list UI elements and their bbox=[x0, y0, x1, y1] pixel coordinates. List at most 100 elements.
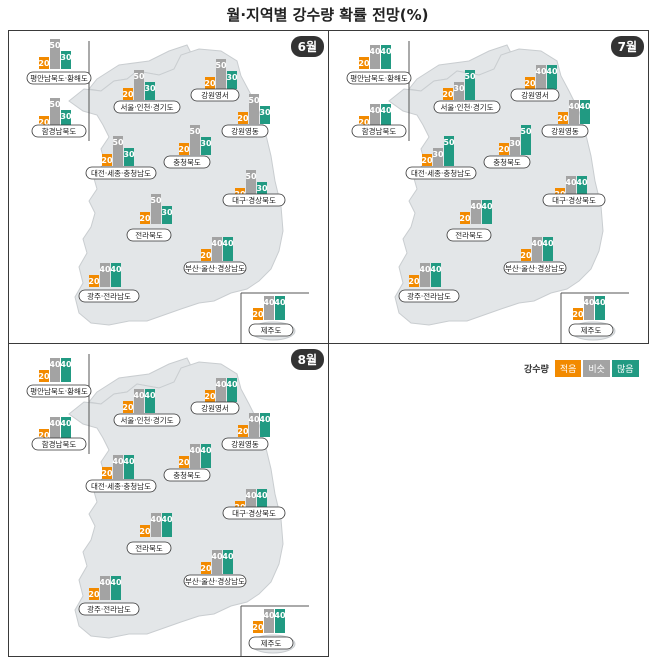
bar-below bbox=[179, 456, 189, 468]
bar-normal bbox=[532, 237, 542, 261]
bar-normal bbox=[50, 358, 60, 382]
month-badge: 8월 bbox=[290, 349, 324, 370]
bar-value-label: 40 bbox=[256, 491, 268, 500]
bar-normal bbox=[151, 194, 161, 224]
region-label: 평안남북도·황해도 bbox=[30, 73, 88, 83]
bar-above bbox=[465, 70, 475, 100]
bar-value-label: 50 bbox=[245, 172, 257, 181]
bar-value-label: 40 bbox=[226, 380, 238, 389]
bar-value-label: 40 bbox=[380, 47, 392, 56]
region-label: 서울·인천·경기도 bbox=[120, 415, 173, 425]
bar-value-label: 20 bbox=[358, 118, 370, 127]
bar-above bbox=[111, 576, 121, 600]
bar-normal bbox=[433, 148, 443, 166]
region-label: 평안남북도·황해도 bbox=[350, 73, 408, 83]
region-label: 강원영서 bbox=[201, 403, 229, 413]
bar-value-label: 20 bbox=[122, 403, 134, 412]
bar-below bbox=[253, 621, 263, 633]
bar-below bbox=[409, 275, 419, 287]
region-label: 부산·울산·경상남도 bbox=[505, 263, 565, 273]
region-label-pill bbox=[113, 100, 181, 114]
bar-below bbox=[39, 370, 49, 382]
bar-above bbox=[145, 82, 155, 100]
region-label: 함경남북도 bbox=[42, 126, 77, 136]
region-group: 20 40 40 서울·인천·경기도 bbox=[113, 389, 181, 427]
region-label-pill bbox=[568, 323, 614, 337]
region-group: 20 40 40 부산·울산·경상남도 bbox=[183, 237, 247, 275]
bar-value-label: 20 bbox=[520, 251, 532, 260]
bar-below bbox=[140, 525, 150, 537]
region-label-pill bbox=[351, 124, 407, 138]
bar-value-label: 40 bbox=[380, 106, 392, 115]
bar-normal bbox=[370, 104, 380, 128]
bar-value-label: 40 bbox=[245, 491, 257, 500]
bar-value-label: 20 bbox=[524, 79, 536, 88]
region-label: 강원영동 bbox=[231, 126, 259, 136]
bar-value-label: 30 bbox=[123, 150, 135, 159]
region-group: 20 40 40 평안남북도·황해도 bbox=[26, 358, 92, 398]
region-label-pill bbox=[222, 506, 286, 520]
bar-above bbox=[580, 100, 590, 124]
bar-normal bbox=[212, 237, 222, 261]
region-group: 20 40 40 부산·울산·경상남도 bbox=[503, 237, 567, 275]
region-group: 204040대구·경상북도 bbox=[222, 489, 286, 520]
bar-below bbox=[123, 88, 133, 100]
bar-below bbox=[359, 57, 369, 69]
region-label-pill bbox=[433, 100, 501, 114]
bar-value-label: 40 bbox=[49, 360, 61, 369]
bar-value-label: 50 bbox=[464, 72, 476, 81]
region-label: 전라북도 bbox=[135, 230, 163, 240]
bar-value-label: 50 bbox=[112, 138, 124, 147]
region-label: 충청북도 bbox=[173, 158, 201, 167]
bar-value-label: 20 bbox=[252, 623, 264, 632]
bar-value-label: 20 bbox=[122, 90, 134, 99]
bar-normal bbox=[113, 136, 123, 166]
region-group: 20 40 40 강원영서 bbox=[190, 378, 240, 415]
bar-normal bbox=[584, 296, 594, 320]
region-label: 대구·경상북도 bbox=[552, 195, 596, 205]
region-group: 20 40 40 제주도 bbox=[248, 609, 294, 650]
bar-normal bbox=[471, 200, 481, 224]
bar-value-label: 20 bbox=[88, 277, 100, 286]
bar-above bbox=[124, 455, 134, 479]
region-group: 204040대구·경상북도 bbox=[542, 176, 606, 207]
bar-value-label: 40 bbox=[144, 391, 156, 400]
panel-july: 20 40 40 평안남북도·황해도 20 40 40 함경남북도 20 30 50 서울·인천·경기… bbox=[328, 30, 649, 344]
bar-above bbox=[227, 378, 237, 402]
region-label: 서울·인천·경기도 bbox=[120, 102, 173, 112]
region-label-pill bbox=[85, 166, 157, 180]
bar-value-label: 50 bbox=[215, 61, 227, 70]
region-label: 대구·경상북도 bbox=[232, 195, 276, 205]
legend-title: 강수량 bbox=[524, 364, 549, 375]
region-label: 강원영동 bbox=[231, 439, 259, 449]
bar-below bbox=[253, 308, 263, 320]
region-group: 20 50 30 강원영서 bbox=[190, 59, 240, 102]
region-group: 20 50 30 함경남북도 bbox=[31, 98, 87, 138]
region-group: 20 50 30 대전·세종·충청남도 bbox=[85, 136, 157, 180]
bar-above bbox=[162, 206, 172, 224]
bar-below bbox=[102, 467, 112, 479]
region-label: 제주도 bbox=[581, 326, 602, 335]
bar-above bbox=[145, 389, 155, 413]
bar-value-label: 40 bbox=[49, 419, 61, 428]
bar-value-label: 20 bbox=[139, 214, 151, 223]
region-group: 20 40 40 강원영서 bbox=[510, 65, 560, 102]
bar-below bbox=[102, 154, 112, 166]
bar-normal bbox=[216, 59, 226, 89]
bar-value-label: 40 bbox=[369, 47, 381, 56]
bar-above bbox=[61, 417, 71, 441]
bar-value-label: 30 bbox=[200, 139, 212, 148]
bar-value-label: 30 bbox=[432, 150, 444, 159]
month-badge: 6월 bbox=[290, 36, 324, 57]
bar-value-label: 20 bbox=[178, 145, 190, 154]
bar-value-label: 20 bbox=[38, 372, 50, 381]
bar-above bbox=[431, 263, 441, 287]
bar-value-label: 20 bbox=[204, 79, 216, 88]
region-label-pill bbox=[183, 574, 247, 588]
region-label: 서울·인천·경기도 bbox=[440, 102, 493, 112]
region-label: 대전·세종·충청남도 bbox=[91, 481, 151, 491]
region-group: 20 40 40 전라북도 bbox=[446, 200, 493, 242]
bar-above bbox=[595, 296, 605, 320]
